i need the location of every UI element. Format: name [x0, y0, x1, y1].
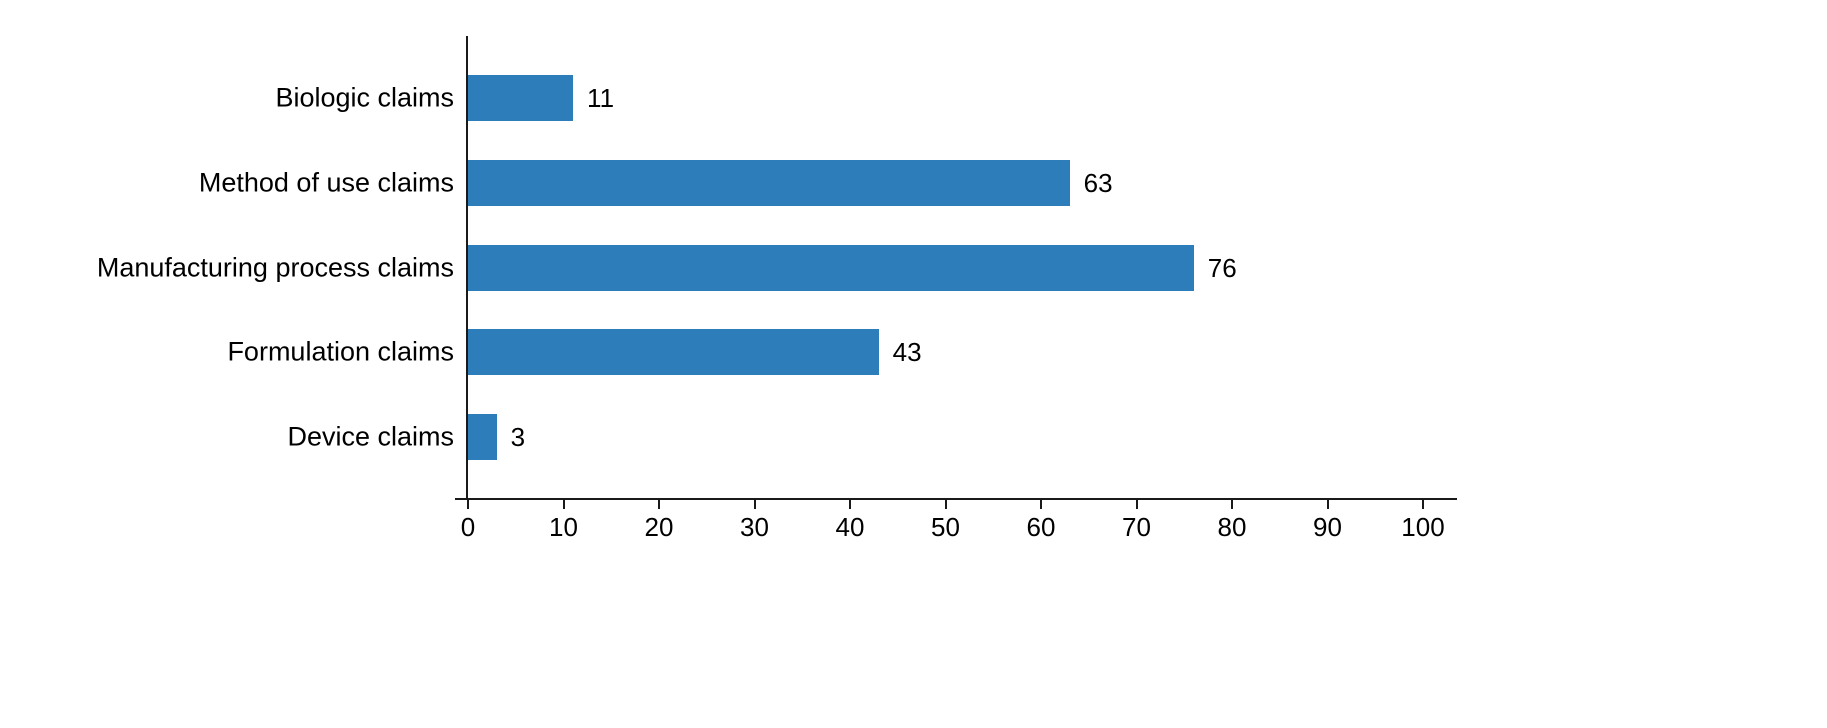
x-tick-label: 40 [835, 512, 865, 542]
value-label: 11 [587, 83, 615, 113]
x-tick-label: 90 [1313, 512, 1342, 542]
x-tick-label: 10 [549, 512, 578, 542]
x-tick-label: 20 [644, 512, 674, 542]
bar [468, 414, 497, 460]
x-tick-label: 70 [1122, 512, 1151, 542]
x-tick-label: 100 [1401, 512, 1445, 542]
category-label: Manufacturing process claims [96, 252, 454, 282]
category-label: Biologic claims [275, 82, 454, 113]
category-label: Method of use claims [198, 167, 454, 198]
value-label: 63 [1083, 167, 1113, 198]
x-tick-label: 0 [460, 512, 476, 542]
bar [468, 329, 879, 376]
x-tick [849, 500, 851, 509]
x-tick-label: 50 [931, 512, 960, 542]
x-tick [658, 500, 660, 509]
value-label: 76 [1207, 252, 1237, 283]
x-tick [1231, 500, 1233, 509]
x-tick [944, 500, 947, 509]
bar [468, 75, 574, 121]
x-tick [562, 500, 565, 509]
value-label: 3 [510, 422, 526, 452]
x-tick [1135, 500, 1138, 509]
x-tick-label: 80 [1217, 512, 1247, 542]
x-tick-label: 60 [1026, 512, 1056, 542]
x-tick [1326, 500, 1329, 509]
category-label: Formulation claims [227, 336, 454, 367]
y-axis-line [466, 36, 468, 500]
x-axis-line [455, 498, 1457, 500]
value-label: 43 [892, 337, 922, 368]
bar [468, 159, 1070, 206]
category-label: Device claims [287, 421, 454, 452]
x-tick [753, 500, 756, 509]
x-tick [1040, 500, 1042, 509]
x-tick-label: 30 [740, 512, 769, 542]
x-tick [1422, 500, 1424, 509]
x-tick [467, 500, 469, 509]
bar [468, 244, 1194, 291]
